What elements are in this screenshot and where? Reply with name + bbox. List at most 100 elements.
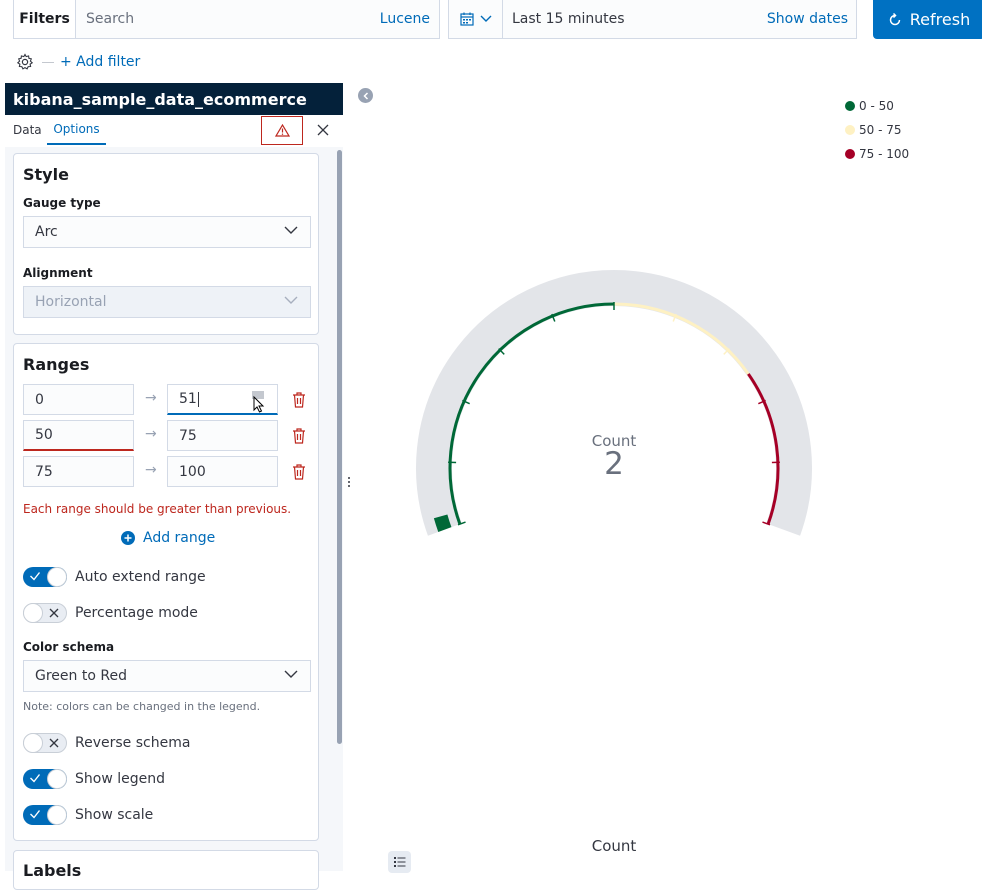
show-scale-switch[interactable]	[23, 805, 67, 825]
alignment-select: Horizontal	[23, 286, 311, 318]
cross-icon	[48, 737, 60, 749]
filter-row: + Add filter	[14, 48, 140, 76]
range-to-input[interactable]: 51	[167, 384, 278, 415]
arrow-right-icon: →	[145, 426, 157, 442]
gauge-type-select[interactable]: Arc	[23, 216, 311, 248]
auto-extend-toggle-row: Auto extend range	[23, 567, 206, 587]
chevron-down-icon	[284, 670, 298, 679]
color-schema-label: Color schema	[23, 640, 114, 654]
resize-handle[interactable]	[343, 472, 355, 492]
show-legend-toggle-row: Show legend	[23, 769, 165, 789]
collapse-sidebar-button[interactable]	[358, 88, 373, 103]
scrollbar[interactable]	[337, 150, 342, 744]
time-picker: Last 15 minutes Show dates	[448, 0, 857, 39]
auto-extend-label: Auto extend range	[75, 569, 206, 585]
legend-item[interactable]: 0 - 50	[845, 94, 909, 118]
trash-icon[interactable]	[290, 463, 308, 481]
check-icon	[29, 808, 41, 820]
legend-label: 0 - 50	[859, 99, 894, 113]
gauge-chart	[400, 250, 830, 550]
range-from-input[interactable]: 0	[23, 384, 134, 415]
show-dates-link[interactable]: Show dates	[767, 11, 856, 27]
sidebar-tabs: Data Options	[5, 115, 343, 147]
show-legend-label: Show legend	[75, 771, 165, 787]
mouse-cursor-icon	[250, 391, 266, 413]
legend-item[interactable]: 75 - 100	[845, 142, 909, 166]
legend-color-dot	[845, 101, 855, 111]
list-icon	[394, 857, 406, 867]
color-schema-value: Green to Red	[35, 668, 127, 684]
gauge-background-track	[434, 288, 794, 530]
tab-data[interactable]: Data	[13, 115, 42, 145]
warning-button[interactable]	[261, 116, 303, 145]
range-from-input[interactable]: 75	[23, 456, 134, 487]
trash-icon[interactable]	[290, 391, 308, 409]
warning-icon	[275, 124, 290, 137]
close-button[interactable]	[313, 120, 333, 140]
ranges-panel: Ranges 0 → 51 50 → 75 75 → 100 Each rang…	[13, 343, 319, 841]
chevron-left-icon	[362, 92, 370, 100]
reverse-schema-switch[interactable]	[23, 733, 67, 753]
legend-label: 75 - 100	[859, 147, 909, 161]
refresh-icon	[888, 13, 902, 27]
percentage-mode-toggle-row: Percentage mode	[23, 603, 198, 623]
auto-extend-switch[interactable]	[23, 567, 67, 587]
alignment-value: Horizontal	[35, 294, 106, 310]
percentage-mode-label: Percentage mode	[75, 605, 198, 621]
legend-toggle-button[interactable]	[388, 851, 411, 873]
arrow-right-icon: →	[145, 390, 157, 406]
chevron-down-icon	[284, 296, 298, 305]
check-icon	[29, 570, 41, 582]
chart-legend: 0 - 50 50 - 75 75 - 100	[845, 94, 909, 166]
style-panel: Style Gauge type Arc Alignment Horizonta…	[13, 153, 319, 335]
query-language-link[interactable]: Lucene	[371, 11, 439, 27]
legend-color-dot	[845, 125, 855, 135]
show-legend-switch[interactable]	[23, 769, 67, 789]
legend-item[interactable]: 50 - 75	[845, 118, 909, 142]
query-bar: Filters Lucene	[13, 0, 440, 39]
filters-label: Filters	[14, 0, 76, 38]
alignment-label: Alignment	[23, 266, 93, 280]
legend-label: 50 - 75	[859, 123, 902, 137]
refresh-label: Refresh	[910, 10, 970, 29]
chevron-down-icon	[284, 226, 298, 235]
close-icon	[317, 124, 329, 136]
gauge-type-value: Arc	[35, 224, 58, 240]
add-range-button[interactable]: Add range	[121, 530, 215, 546]
refresh-button[interactable]: Refresh	[873, 0, 982, 39]
cross-icon	[48, 607, 60, 619]
color-schema-select[interactable]: Green to Red	[23, 660, 311, 692]
gear-icon[interactable]	[14, 51, 36, 73]
range-error-text: Each range should be greater than previo…	[23, 502, 291, 516]
gauge-type-label: Gauge type	[23, 196, 101, 210]
gauge-value: 2	[554, 446, 674, 482]
plus-circle-icon	[121, 531, 135, 545]
range-to-input[interactable]: 75	[167, 420, 278, 451]
legend-color-dot	[845, 149, 855, 159]
add-filter-button[interactable]: + Add filter	[60, 54, 140, 70]
quick-menu-button[interactable]	[449, 0, 503, 38]
search-input[interactable]	[76, 0, 371, 38]
separator	[42, 62, 54, 63]
trash-icon[interactable]	[290, 427, 308, 445]
calendar-icon	[460, 12, 474, 26]
check-icon	[29, 772, 41, 784]
labels-panel: Labels	[13, 850, 319, 890]
style-panel-title: Style	[23, 165, 69, 184]
color-schema-note: Note: colors can be changed in the legen…	[23, 700, 260, 713]
index-pattern-title: kibana_sample_data_ecommerce	[5, 83, 343, 115]
show-scale-toggle-row: Show scale	[23, 805, 153, 825]
time-range-text[interactable]: Last 15 minutes	[503, 11, 767, 27]
show-scale-label: Show scale	[75, 807, 153, 823]
gauge-value-arc	[441, 516, 445, 529]
reverse-schema-label: Reverse schema	[75, 735, 190, 751]
percentage-mode-switch[interactable]	[23, 603, 67, 623]
ranges-panel-title: Ranges	[23, 355, 89, 374]
arrow-right-icon: →	[145, 462, 157, 478]
tab-options[interactable]: Options	[47, 115, 106, 145]
chevron-down-icon	[480, 15, 492, 23]
range-from-input[interactable]: 50	[23, 420, 134, 451]
reverse-schema-toggle-row: Reverse schema	[23, 733, 190, 753]
range-to-input[interactable]: 100	[167, 456, 278, 487]
axis-title: Count	[554, 837, 674, 855]
